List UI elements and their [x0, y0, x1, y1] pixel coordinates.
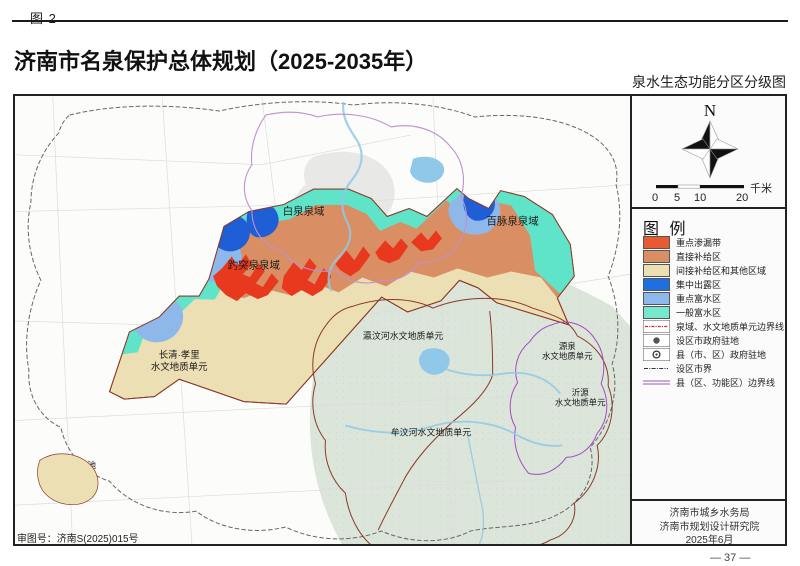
- svg-text:牟汶河水文地质单元: 牟汶河水文地质单元: [391, 426, 472, 437]
- svg-text:瀛汶河水文地质单元: 瀛汶河水文地质单元: [363, 330, 444, 341]
- svg-text:水文地质单元: 水文地质单元: [555, 398, 606, 408]
- svg-text:水文地质单元: 水文地质单元: [151, 361, 208, 373]
- svg-text:审图号：济南S(2025)015号: 审图号：济南S(2025)015号: [17, 532, 139, 545]
- svg-text:N: N: [704, 101, 716, 120]
- svg-text:源泉: 源泉: [559, 341, 576, 351]
- svg-text:沂源: 沂源: [572, 388, 589, 398]
- svg-text:百脉泉泉域: 百脉泉泉域: [486, 214, 539, 227]
- svg-text:趵突泉泉域: 趵突泉泉域: [228, 258, 281, 271]
- svg-text:千米: 千米: [750, 182, 772, 195]
- svg-text:长清·孝里: 长清·孝里: [159, 349, 200, 361]
- svg-text:水文地质单元: 水文地质单元: [542, 351, 593, 361]
- svg-text:白泉泉域: 白泉泉域: [283, 205, 325, 218]
